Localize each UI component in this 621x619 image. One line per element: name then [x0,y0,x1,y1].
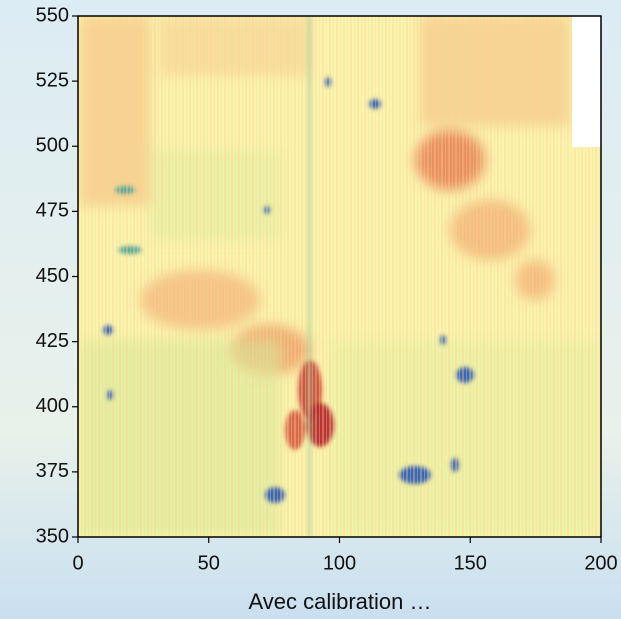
y-tick-label: 375 [36,460,69,482]
x-tick-label: 150 [454,552,487,574]
y-tick-label: 525 [36,69,69,91]
y-tick-label: 550 [36,4,69,26]
x-tick-label: 0 [72,552,83,574]
y-tick-label: 475 [36,200,69,222]
x-tick-label: 100 [323,552,356,574]
y-tick-label: 425 [36,330,69,352]
y-tick-label: 500 [36,135,69,157]
y-tick-label: 450 [36,265,69,287]
x-tick-label: 50 [198,552,220,574]
x-axis-label: Avec calibration … [248,589,431,614]
y-tick-label: 350 [36,525,69,547]
x-tick-label: 200 [584,552,617,574]
y-tick-label: 400 [36,395,69,417]
heatmap-image [78,16,601,537]
